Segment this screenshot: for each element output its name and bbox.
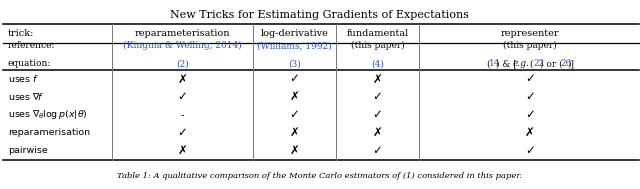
- Text: ✓: ✓: [372, 90, 383, 103]
- Text: reparamerisation: reparamerisation: [8, 128, 90, 137]
- Text: ✗: ✗: [177, 72, 188, 85]
- Text: log-derivative: log-derivative: [260, 29, 328, 38]
- Text: ✗: ✗: [289, 144, 300, 157]
- Text: (3): (3): [288, 59, 301, 68]
- Text: ✓: ✓: [525, 108, 535, 121]
- Text: e.g.: e.g.: [513, 59, 530, 68]
- Text: (2): (2): [176, 59, 189, 68]
- Text: representer: representer: [500, 29, 559, 38]
- Text: uses $\nabla\! f$: uses $\nabla\! f$: [8, 91, 44, 102]
- Text: ✗: ✗: [372, 72, 383, 85]
- Text: (Kingma & Welling, 2014): (Kingma & Welling, 2014): [123, 41, 242, 50]
- Text: -: -: [180, 110, 184, 120]
- Text: ✓: ✓: [525, 144, 535, 157]
- Text: equation:: equation:: [8, 59, 51, 68]
- Text: uses $\nabla_{\!\theta} \log p(x|\theta)$: uses $\nabla_{\!\theta} \log p(x|\theta)…: [8, 108, 88, 121]
- Text: ✓: ✓: [372, 108, 383, 121]
- Text: pairwise: pairwise: [8, 146, 47, 155]
- Text: (Williams, 1992): (Williams, 1992): [257, 41, 332, 50]
- Text: ✓: ✓: [525, 90, 535, 103]
- Text: ✓: ✓: [372, 144, 383, 157]
- Text: ✓: ✓: [289, 72, 300, 85]
- Text: ✗: ✗: [177, 144, 188, 157]
- Text: 14: 14: [490, 59, 501, 68]
- Text: ✓: ✓: [177, 90, 188, 103]
- Text: ) & [: ) & [: [496, 59, 517, 68]
- Text: ✓: ✓: [177, 126, 188, 139]
- Text: reparameterisation: reparameterisation: [134, 29, 230, 38]
- Text: trick:: trick:: [8, 29, 34, 38]
- Text: (: (: [486, 59, 490, 68]
- Text: (: (: [527, 59, 533, 68]
- Text: ✗: ✗: [372, 126, 383, 139]
- Text: 26: 26: [561, 59, 572, 68]
- Text: (this paper): (this paper): [351, 41, 404, 50]
- Text: ✗: ✗: [525, 126, 535, 139]
- Text: fundamental: fundamental: [346, 29, 409, 38]
- Text: ✗: ✗: [289, 90, 300, 103]
- Text: ✗: ✗: [289, 126, 300, 139]
- Text: (4): (4): [371, 59, 384, 68]
- Text: uses $f$: uses $f$: [8, 73, 39, 84]
- Text: Table 1: A qualitative comparison of the Monte Carlo estimators of (1) considere: Table 1: A qualitative comparison of the…: [117, 172, 523, 180]
- Text: 22: 22: [533, 59, 545, 68]
- Text: )]: )]: [567, 59, 574, 68]
- Text: ) or (: ) or (: [540, 59, 563, 68]
- Text: (this paper): (this paper): [503, 41, 557, 50]
- Text: New Tricks for Estimating Gradients of Expectations: New Tricks for Estimating Gradients of E…: [170, 10, 470, 20]
- Text: ✓: ✓: [289, 108, 300, 121]
- Text: reference:: reference:: [8, 41, 55, 50]
- Text: ✓: ✓: [525, 72, 535, 85]
